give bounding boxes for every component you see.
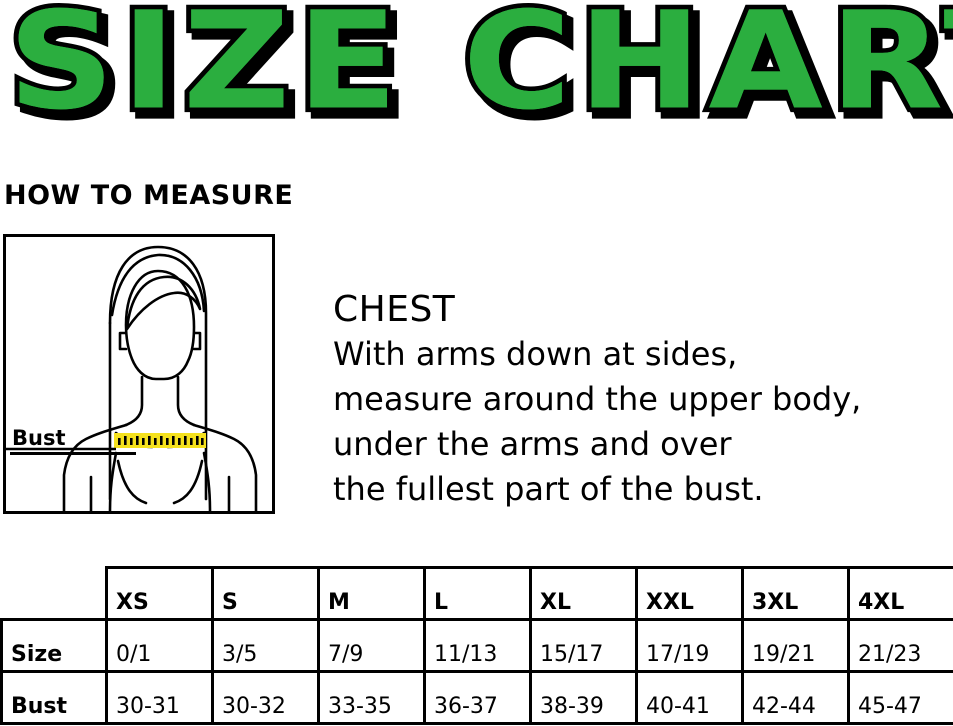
row-label-bust: Bust xyxy=(0,670,108,725)
how-to-measure-heading: HOW TO MEASURE xyxy=(4,180,294,211)
size-l: 11/13 xyxy=(423,618,532,673)
bust-callout-label: Bust xyxy=(12,426,66,450)
page-title: SIZE CHART xyxy=(8,0,953,141)
chest-line-1: With arms down at sides, xyxy=(333,335,738,373)
bust-3xl: 42-44 xyxy=(741,670,850,725)
table-header-m: M xyxy=(317,566,426,621)
female-torso-figure xyxy=(6,245,258,511)
row-label-size: Size xyxy=(0,618,108,673)
table-header-s: S xyxy=(211,566,320,621)
size-xl: 15/17 xyxy=(529,618,638,673)
page-title-banner: SIZE CHART SIZE CHART SIZE CHART xyxy=(0,0,953,154)
size-s: 3/5 xyxy=(211,618,320,673)
size-chart-table: XS S M L XL XXL 3XL 4XL Size 0/1 3/5 7/9… xyxy=(0,566,953,725)
page-title-shadow: SIZE CHART xyxy=(8,0,953,151)
table-corner-cell xyxy=(1,567,107,620)
chest-line-2: measure around the upper body, xyxy=(333,380,862,418)
table-header-l: L xyxy=(423,566,532,621)
table-header-xs: XS xyxy=(105,566,214,621)
bust-xs: 30-31 xyxy=(105,670,214,725)
size-4xl: 21/23 xyxy=(847,618,953,673)
bust-s: 30-32 xyxy=(211,670,320,725)
chest-line-4: the fullest part of the bust. xyxy=(333,470,764,508)
size-xs: 0/1 xyxy=(105,618,214,673)
table-header-4xl: 4XL xyxy=(847,566,953,621)
bust-m: 33-35 xyxy=(317,670,426,725)
chest-heading: CHEST xyxy=(333,289,456,330)
table-header-xxl: XXL xyxy=(635,566,744,621)
bust-xxl: 40-41 xyxy=(635,670,744,725)
bust-l: 36-37 xyxy=(423,670,532,725)
chest-line-3: under the arms and over xyxy=(333,425,732,463)
table-row-size: Size 0/1 3/5 7/9 11/13 15/17 17/19 19/21… xyxy=(0,618,953,673)
table-row-bust: Bust 30-31 30-32 33-35 36-37 38-39 40-41… xyxy=(0,670,953,725)
bust-callout-underline xyxy=(10,452,136,455)
table-header-xl: XL xyxy=(529,566,638,621)
table-header-3xl: 3XL xyxy=(741,566,850,621)
size-3xl: 19/21 xyxy=(741,618,850,673)
bust-xl: 38-39 xyxy=(529,670,638,725)
size-xxl: 17/19 xyxy=(635,618,744,673)
table-header-row: XS S M L XL XXL 3XL 4XL xyxy=(1,566,953,621)
page-title-outline: SIZE CHART xyxy=(3,0,953,145)
size-m: 7/9 xyxy=(317,618,426,673)
chest-description: CHEST With arms down at sides, measure a… xyxy=(333,288,933,512)
measurement-illustration xyxy=(3,234,275,514)
measuring-tape-icon xyxy=(114,433,206,448)
bust-4xl: 45-47 xyxy=(847,670,953,725)
